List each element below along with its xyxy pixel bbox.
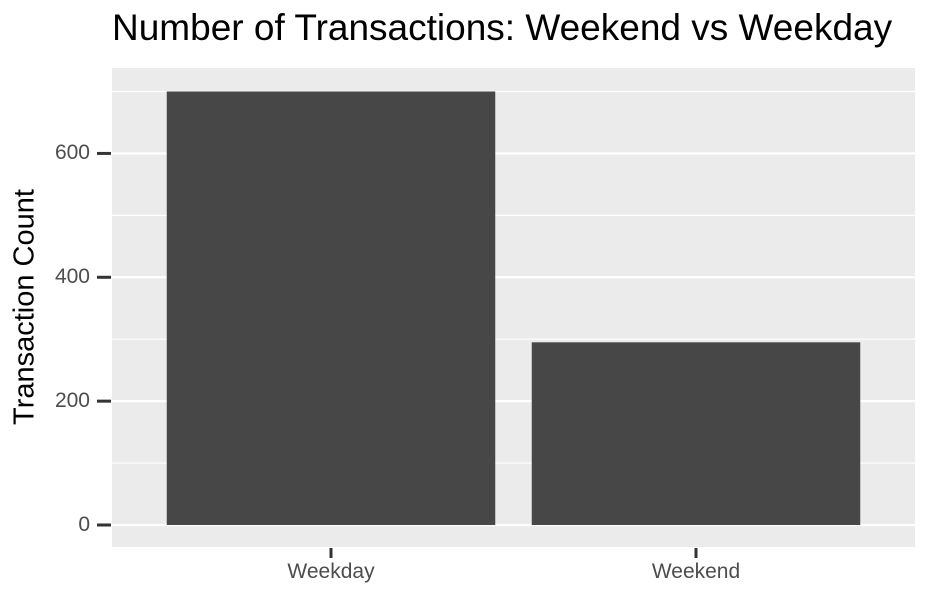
- y-tick-label: 400: [54, 265, 90, 289]
- bar-weekday: [166, 91, 496, 526]
- y-tick-label: 200: [54, 389, 90, 413]
- y-tick-label: 600: [54, 141, 90, 165]
- y-tick-label: 0: [78, 513, 90, 536]
- bar-weekend: [531, 342, 861, 525]
- x-tick-label: Weekday: [287, 560, 375, 583]
- chart-title: Number of Transactions: Weekend vs Weekd…: [112, 7, 893, 48]
- x-tick-label: Weekend: [651, 560, 741, 583]
